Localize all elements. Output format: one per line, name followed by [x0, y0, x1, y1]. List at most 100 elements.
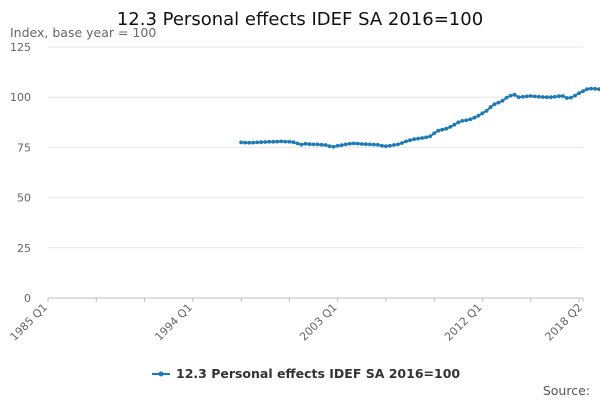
data-point[interactable] — [420, 136, 424, 140]
data-point[interactable] — [581, 89, 585, 94]
data-point[interactable] — [267, 139, 272, 144]
data-point[interactable] — [412, 137, 416, 142]
data-point[interactable] — [416, 136, 420, 141]
data-point[interactable] — [259, 140, 264, 145]
data-point[interactable] — [307, 142, 312, 147]
x-tick-label: 1994 Q1 — [152, 301, 195, 344]
data-point[interactable] — [247, 140, 252, 145]
data-point[interactable] — [569, 95, 573, 100]
data-point[interactable] — [472, 115, 477, 120]
data-point[interactable] — [343, 142, 348, 147]
data-point[interactable] — [561, 94, 565, 98]
data-point[interactable] — [239, 140, 244, 145]
data-point[interactable] — [351, 141, 356, 146]
data-point[interactable] — [532, 94, 537, 99]
data-point[interactable] — [400, 141, 404, 145]
data-point[interactable] — [432, 131, 437, 136]
data-point[interactable] — [544, 95, 549, 100]
data-point[interactable] — [552, 94, 557, 99]
data-point[interactable] — [424, 135, 428, 140]
data-point[interactable] — [484, 109, 489, 113]
data-point[interactable] — [452, 122, 457, 127]
data-point[interactable] — [255, 140, 260, 145]
data-point[interactable] — [315, 142, 320, 147]
data-point[interactable] — [585, 87, 589, 92]
data-point[interactable] — [384, 144, 388, 149]
data-point[interactable] — [577, 91, 581, 96]
data-point[interactable] — [408, 138, 412, 143]
data-point[interactable] — [573, 93, 577, 98]
data-point[interactable] — [319, 142, 324, 147]
data-point[interactable] — [488, 105, 493, 110]
data-point[interactable] — [500, 98, 505, 103]
data-point[interactable] — [468, 117, 473, 122]
data-point[interactable] — [540, 95, 545, 99]
data-point[interactable] — [528, 94, 533, 98]
data-point[interactable] — [275, 139, 280, 144]
data-point[interactable] — [355, 141, 360, 146]
data-point[interactable] — [367, 142, 372, 147]
legend[interactable]: 12.3 Personal effects IDEF SA 2016=100 — [152, 366, 460, 381]
data-point[interactable] — [323, 143, 328, 147]
data-point[interactable] — [251, 140, 256, 145]
data-point[interactable] — [388, 143, 392, 148]
data-point[interactable] — [448, 125, 453, 129]
data-point[interactable] — [548, 95, 553, 100]
data-point[interactable] — [557, 94, 561, 99]
data-point[interactable] — [589, 86, 593, 91]
data-point[interactable] — [271, 139, 276, 144]
data-point[interactable] — [331, 144, 336, 149]
data-point[interactable] — [536, 94, 541, 99]
data-point[interactable] — [279, 139, 284, 144]
data-point[interactable] — [339, 143, 344, 148]
data-point[interactable] — [359, 142, 364, 146]
data-point[interactable] — [524, 94, 529, 99]
data-point[interactable] — [299, 142, 304, 147]
data-point[interactable] — [380, 143, 384, 148]
data-point[interactable] — [444, 126, 449, 131]
data-point[interactable] — [520, 94, 525, 99]
data-point[interactable] — [263, 140, 268, 144]
data-point[interactable] — [476, 113, 481, 118]
data-point[interactable] — [516, 95, 521, 100]
data-point[interactable] — [460, 119, 465, 123]
data-point[interactable] — [565, 96, 569, 100]
data-point[interactable] — [291, 140, 296, 145]
data-point[interactable] — [392, 143, 396, 147]
data-point[interactable] — [335, 143, 340, 148]
data-point[interactable] — [303, 141, 308, 146]
data-point[interactable] — [287, 139, 292, 144]
y-tick-label: 75 — [17, 141, 31, 154]
y-tick-label: 50 — [17, 192, 31, 205]
gridlines — [48, 46, 583, 299]
data-point[interactable] — [375, 142, 380, 147]
data-point[interactable] — [512, 92, 517, 97]
data-point[interactable] — [593, 86, 597, 91]
data-point[interactable] — [492, 102, 497, 107]
data-point[interactable] — [295, 141, 300, 146]
chart-title: 12.3 Personal effects IDEF SA 2016=100 — [117, 9, 483, 30]
data-point[interactable] — [456, 120, 461, 125]
x-tick-label: 1985 Q1 — [8, 301, 51, 344]
data-point[interactable] — [436, 128, 441, 133]
data-point[interactable] — [243, 140, 248, 145]
data-point[interactable] — [464, 118, 469, 123]
data-point[interactable] — [504, 95, 509, 100]
data-point[interactable] — [508, 93, 513, 98]
x-tick-label: 2003 Q1 — [297, 301, 340, 344]
data-point[interactable] — [428, 134, 432, 139]
data-point[interactable] — [396, 142, 400, 147]
data-point[interactable] — [363, 142, 368, 147]
data-point[interactable] — [311, 142, 316, 147]
data-point[interactable] — [327, 144, 332, 149]
data-point[interactable] — [480, 111, 485, 116]
x-axis-ticks: 1985 Q1 1994 Q1 2003 Q1 2012 Q1 2018 Q2 — [8, 298, 585, 344]
data-point[interactable] — [283, 139, 288, 144]
data-point[interactable] — [371, 142, 376, 147]
data-point[interactable] — [440, 127, 445, 132]
x-tick-label: 2012 Q1 — [442, 301, 485, 344]
data-point[interactable] — [347, 141, 352, 146]
data-point[interactable] — [597, 87, 600, 92]
data-point[interactable] — [404, 139, 408, 144]
data-point[interactable] — [496, 100, 501, 105]
